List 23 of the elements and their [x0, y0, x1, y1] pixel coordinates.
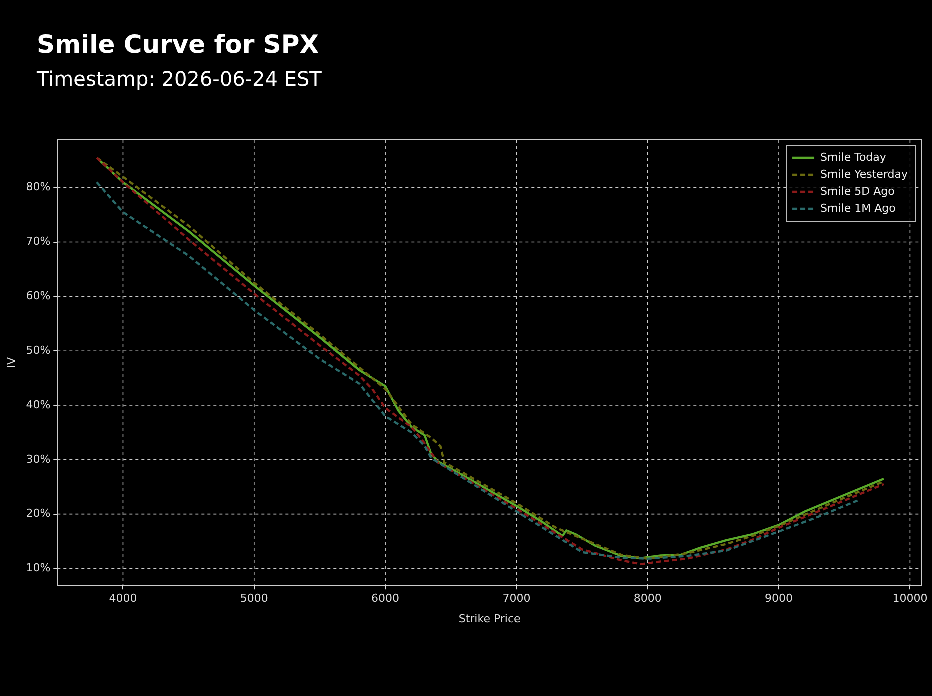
x-tick-label: 9000 — [765, 592, 794, 606]
legend-label: Smile 5D Ago — [820, 184, 896, 198]
y-tick-label: 10% — [26, 562, 51, 575]
x-tick-label: 4000 — [109, 592, 138, 606]
x-tick-label: 7000 — [502, 592, 531, 606]
legend-label: Smile Yesterday — [820, 168, 908, 181]
y-tick-label: 60% — [26, 290, 51, 303]
chart-subtitle: Timestamp: 2026-06-24 EST — [37, 67, 322, 91]
x-tick-label: 8000 — [634, 592, 662, 606]
x-tick-label: 10000 — [892, 592, 928, 606]
y-tick-label: 20% — [26, 507, 51, 520]
legend-label: Smile 1M Ago — [820, 202, 896, 215]
x-tick-label: 6000 — [372, 592, 400, 606]
x-axis-title: Strike Price — [458, 612, 522, 626]
y-axis-title: IV — [5, 356, 18, 368]
y-tick-label: 50% — [26, 344, 51, 357]
y-tick-label: 80% — [26, 180, 51, 194]
legend-label: Smile Today — [820, 150, 887, 164]
y-tick-label: 70% — [26, 235, 51, 248]
y-tick-label: 40% — [26, 398, 51, 412]
y-tick-label: 30% — [26, 452, 51, 466]
x-tick-label: 5000 — [240, 592, 268, 606]
chart-title: Smile Curve for SPX — [37, 30, 319, 59]
